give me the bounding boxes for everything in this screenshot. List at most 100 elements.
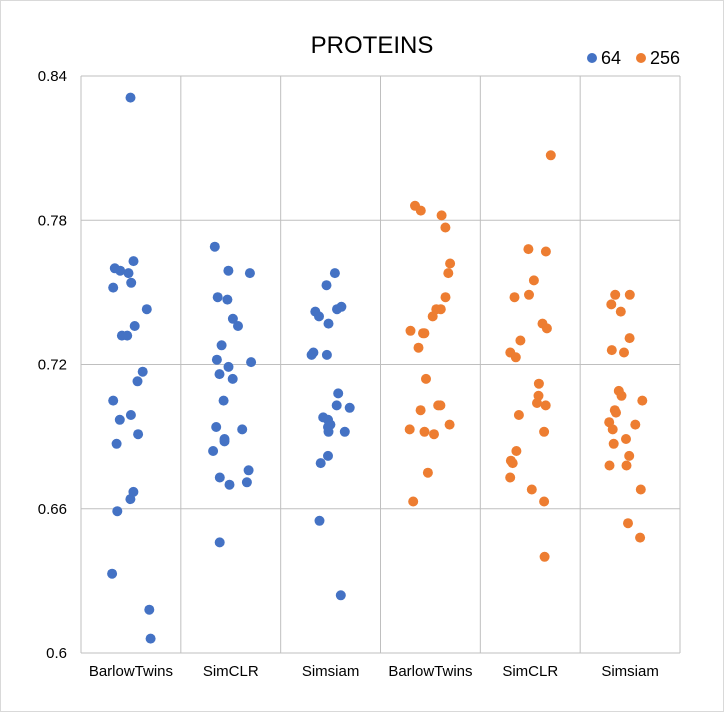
data-point-64	[214, 369, 225, 380]
data-point-64	[233, 321, 243, 331]
data-point-256	[545, 150, 556, 161]
x-tick-label: Simsiam	[302, 663, 360, 680]
data-point-64	[212, 292, 223, 303]
data-point-64	[315, 458, 326, 469]
chart-title: PROTEINS	[311, 32, 434, 59]
legend-marker-256	[636, 53, 646, 63]
data-point-64	[214, 537, 225, 548]
data-point-256	[511, 446, 522, 456]
data-point-64	[111, 438, 122, 449]
data-point-256	[635, 484, 646, 495]
x-tick-label: BarlowTwins	[89, 663, 173, 680]
x-tick-label: BarlowTwins	[388, 663, 472, 680]
data-point-64	[108, 282, 119, 293]
y-tick-label: 0.78	[38, 212, 67, 229]
data-point-256	[445, 258, 456, 269]
data-point-256	[405, 325, 416, 336]
data-point-256	[509, 292, 520, 303]
data-point-256	[610, 289, 621, 300]
data-point-64	[224, 479, 235, 490]
data-point-256	[440, 222, 451, 233]
data-point-64	[227, 313, 238, 324]
data-point-256	[505, 472, 516, 483]
data-point-64	[222, 294, 233, 305]
data-point-64	[107, 568, 118, 579]
data-point-256	[541, 323, 552, 334]
plot-grid	[80, 75, 681, 654]
y-tick-label: 0.66	[38, 501, 67, 518]
data-point-64	[209, 241, 220, 252]
data-point-64	[227, 373, 238, 384]
data-point-64	[237, 424, 248, 435]
data-point-256	[415, 405, 426, 416]
legend-marker-64	[587, 53, 597, 63]
data-point-256	[539, 551, 550, 562]
data-point-256	[539, 496, 550, 507]
data-point-256	[635, 532, 646, 543]
data-point-64	[246, 357, 257, 368]
data-point-256	[619, 347, 629, 358]
data-point-64	[243, 465, 254, 476]
data-point-256	[630, 419, 641, 430]
data-point-64	[216, 340, 227, 351]
data-point-64	[323, 426, 334, 437]
data-point-64	[125, 92, 136, 103]
data-point-64	[214, 472, 225, 483]
data-point-256	[429, 429, 439, 440]
data-point-256	[427, 311, 438, 322]
data-point-256	[419, 426, 430, 437]
data-point-64	[332, 304, 342, 315]
data-point-64	[314, 311, 324, 322]
data-point-64	[126, 277, 137, 288]
data-point-256	[510, 352, 521, 363]
data-point-256	[606, 345, 617, 356]
data-point-256	[532, 398, 542, 408]
data-point-256	[623, 518, 633, 529]
data-point-64	[314, 515, 325, 526]
data-point-64	[306, 349, 317, 360]
data-point-64	[123, 268, 134, 279]
data-point-256	[523, 244, 534, 255]
data-point-256	[515, 335, 526, 346]
data-point-256	[413, 342, 424, 353]
data-point-256	[616, 390, 627, 401]
data-point-256	[444, 419, 455, 430]
data-point-64	[244, 268, 255, 279]
data-point-64	[115, 265, 126, 276]
data-point-256	[440, 292, 451, 303]
data-point-256	[539, 426, 550, 437]
y-axis-ticks: 0.84 0.78 0.72 0.66 0.6	[38, 68, 67, 662]
y-tick-label: 0.72	[38, 357, 67, 374]
x-tick-label: SimCLR	[502, 663, 558, 680]
data-point-256	[621, 434, 631, 444]
data-point-256	[419, 328, 430, 339]
data-point-256	[540, 400, 551, 411]
data-point-256	[421, 373, 431, 384]
data-point-256	[606, 299, 617, 310]
data-point-256	[604, 460, 615, 471]
data-point-64	[129, 321, 140, 331]
data-point-64	[219, 436, 230, 447]
data-point-256	[615, 306, 626, 317]
data-point-64	[331, 400, 342, 411]
data-point-64	[114, 414, 125, 425]
data-point-64	[137, 366, 148, 377]
legend-label-64: 64	[601, 48, 621, 68]
data-point-256	[507, 458, 518, 469]
data-point-64	[344, 402, 355, 413]
data-point-256	[408, 496, 419, 507]
x-tick-label: Simsiam	[601, 663, 659, 680]
data-point-256	[624, 333, 635, 344]
legend-label-256: 256	[650, 48, 680, 68]
data-point-64	[141, 304, 152, 315]
data-point-64	[211, 422, 222, 432]
data-point-64	[132, 376, 143, 387]
data-point-256	[415, 205, 426, 216]
data-point-64	[125, 494, 136, 505]
data-point-256	[621, 460, 632, 471]
data-point-64	[241, 477, 252, 488]
data-point-64	[218, 395, 229, 406]
data-point-64	[339, 426, 350, 437]
data-points	[107, 92, 648, 644]
